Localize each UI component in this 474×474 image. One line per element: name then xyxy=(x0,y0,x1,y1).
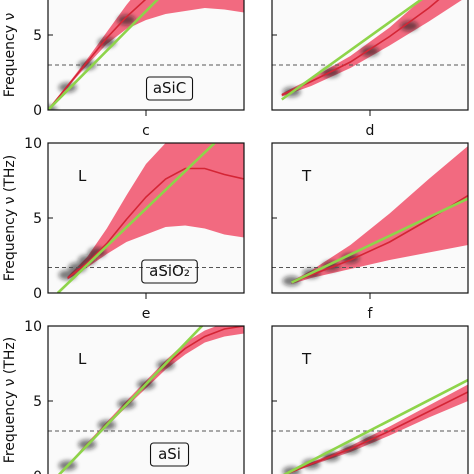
band-center-line xyxy=(291,194,468,284)
panel-3: 0 5 10 Lc aSiO₂ xyxy=(24,123,245,302)
linear-fit-line xyxy=(48,0,159,110)
band-center-line xyxy=(284,391,468,474)
density-blob xyxy=(400,21,419,31)
panel-letter: e xyxy=(142,306,151,322)
linear-fit-line xyxy=(57,326,204,474)
y-axis-label: Frequency ν xyxy=(2,13,18,98)
y-tick-label: 0 xyxy=(33,286,42,302)
panel-letter: c xyxy=(142,123,150,139)
mode-label: T xyxy=(301,167,312,185)
material-label-box xyxy=(149,442,190,467)
band-center-line xyxy=(67,167,244,279)
y-tick-label: 5 xyxy=(33,394,42,410)
density-blob xyxy=(282,276,301,286)
mode-label: T xyxy=(301,350,312,368)
mode-label: L xyxy=(78,167,87,185)
spread-band xyxy=(67,143,244,280)
y-tick-label: 0 xyxy=(33,469,42,474)
panel-letter: f xyxy=(368,306,374,322)
linear-fit-line xyxy=(281,0,423,101)
panel-letter: d xyxy=(366,123,375,139)
panel-6: Tf xyxy=(271,306,469,474)
y-tick-label: 10 xyxy=(24,136,42,152)
panel-background xyxy=(272,326,468,474)
mode-label: L xyxy=(78,350,87,368)
material-label-box xyxy=(141,259,198,284)
material-label-box xyxy=(145,76,194,101)
y-tick-label: 0 xyxy=(33,103,42,119)
y-axis-label: Frequency ν (THz) xyxy=(2,337,18,463)
y-tick-label: 10 xyxy=(24,319,42,335)
density-blob xyxy=(361,46,379,57)
material-label: aSiC xyxy=(153,79,186,97)
linear-fit-line xyxy=(291,197,468,284)
y-tick-label: 5 xyxy=(33,28,42,44)
panel-1: 0 5 aSiC xyxy=(33,0,245,119)
band-center-line xyxy=(281,0,440,96)
panel-4: Td xyxy=(271,123,469,299)
material-label: aSiO₂ xyxy=(149,262,190,280)
y-axis-label: Frequency ν (THz) xyxy=(2,155,18,281)
panel-5: 0 5 10 Le aSi xyxy=(24,306,245,474)
panel-2 xyxy=(271,0,469,116)
spread-band xyxy=(291,146,468,284)
y-tick-label: 5 xyxy=(33,211,42,227)
density-blob xyxy=(58,270,77,280)
linear-fit-line xyxy=(56,143,216,293)
band-center-line xyxy=(48,0,147,110)
material-label: aSi xyxy=(158,445,181,463)
panel-background xyxy=(48,326,244,474)
linear-fit-line xyxy=(282,378,468,474)
